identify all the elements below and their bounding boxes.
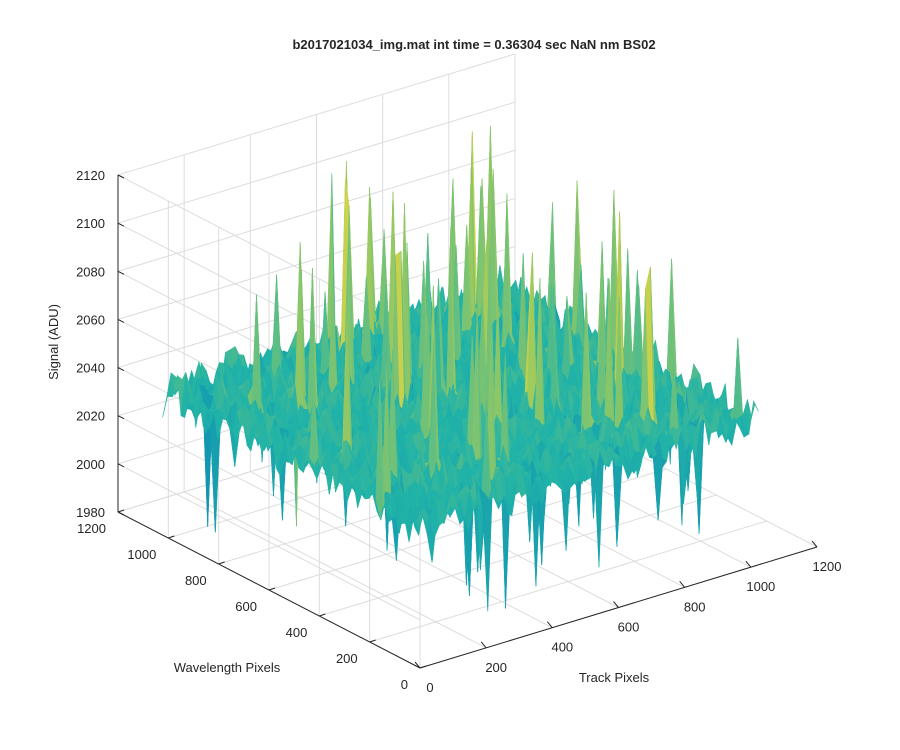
- y-tick-label: 0: [401, 677, 408, 692]
- y-tick: [117, 509, 125, 513]
- y-tick: [419, 665, 427, 669]
- x-tick-label: 400: [551, 640, 573, 655]
- y-tick: [268, 587, 276, 591]
- surface-patch: [749, 400, 759, 424]
- z-tick: [117, 463, 125, 468]
- x-tick-label: 600: [618, 620, 640, 635]
- x-tick-label: 800: [684, 599, 706, 614]
- y-tick-label: 400: [286, 625, 308, 640]
- z-tick: [117, 511, 125, 516]
- z-tick-label: 2060: [76, 312, 105, 327]
- grid-line: [117, 101, 516, 224]
- y-tick: [319, 613, 326, 617]
- z-tick: [117, 318, 125, 323]
- x-tick-label: 200: [485, 660, 507, 675]
- y-tick-label: 1000: [127, 547, 156, 562]
- grid-line: [117, 197, 516, 320]
- z-tick-label: 2020: [76, 409, 105, 424]
- grid-line: [117, 246, 516, 369]
- z-tick: [117, 222, 125, 227]
- z-tick-label: 2120: [76, 168, 105, 183]
- y-tick: [369, 639, 376, 643]
- y-tick-label: 800: [185, 573, 207, 588]
- y-tick: [218, 561, 225, 565]
- z-tick-label: 2000: [76, 457, 105, 472]
- z-tick: [117, 415, 125, 420]
- z-tick-label: 2080: [76, 264, 105, 279]
- y-tick-label: 1200: [77, 521, 106, 536]
- x-tick-label: 1000: [746, 579, 775, 594]
- grid-line: [117, 149, 516, 272]
- y-tick: [168, 535, 175, 539]
- surface-patch: [742, 399, 752, 417]
- y-axis-title: Wavelength Pixels: [174, 660, 281, 675]
- z-tick: [117, 367, 125, 372]
- z-tick: [117, 270, 125, 275]
- grid-line: [117, 53, 516, 176]
- chart-title: b2017021034_img.mat int time = 0.36304 s…: [292, 37, 655, 52]
- x-tick-label: 0: [426, 680, 433, 695]
- z-axis-title: Signal (ADU): [46, 304, 61, 380]
- x-tick-label: 1200: [813, 559, 842, 574]
- y-tick-label: 200: [336, 651, 358, 666]
- y-tick-label: 600: [235, 599, 257, 614]
- grid-line: [117, 415, 421, 573]
- z-tick-label: 2100: [76, 216, 105, 231]
- grid-line: [369, 520, 767, 643]
- grid-line: [117, 463, 421, 621]
- grid-line: [319, 494, 717, 617]
- z-tick-label: 2040: [76, 361, 105, 376]
- surface-plot: [162, 126, 759, 612]
- z-tick-label: 1980: [76, 505, 105, 520]
- z-tick: [117, 174, 125, 179]
